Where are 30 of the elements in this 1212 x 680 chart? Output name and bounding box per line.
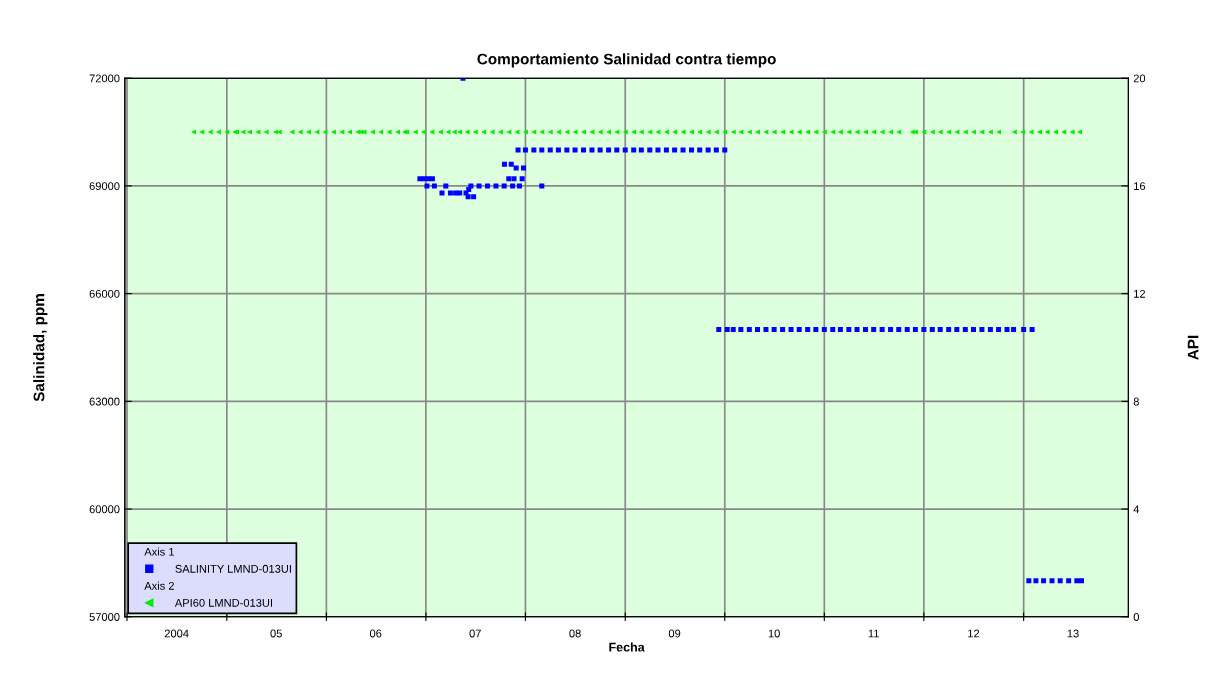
x-tick-label: 07	[469, 629, 481, 638]
y-tick-label: 60000	[89, 505, 120, 514]
y2-tick-label: 0	[1133, 613, 1139, 621]
y2-tick-label: 4	[1133, 505, 1140, 514]
y2-tick-label: 12	[1134, 289, 1146, 298]
x-tick-label: 06	[369, 629, 382, 638]
y2-tick-label: 20	[1133, 74, 1146, 83]
legend-label: SALINITY LMND-013UI	[175, 564, 291, 573]
y-tick-label: 57000	[89, 613, 120, 621]
x-axis-title: Fecha	[609, 642, 645, 652]
y2-axis-title: API	[1187, 335, 1199, 360]
y2-tick-label: 8	[1133, 397, 1139, 406]
x-tick-label: 09	[668, 629, 681, 638]
annotation: Axis 2	[144, 581, 174, 590]
y-tick-label: 66000	[89, 289, 120, 298]
annotation: Axis 1	[144, 547, 174, 556]
y2-tick-label: 16	[1134, 182, 1146, 191]
x-tick-label: 10	[768, 629, 780, 638]
legend-label: API60 LMND-013UI	[174, 598, 272, 607]
x-tick-label: 13	[1067, 629, 1079, 638]
y-axis-title: Salinidad, ppm	[33, 294, 48, 402]
x-tick-label: 05	[270, 629, 282, 638]
x-tick-label: 08	[569, 629, 581, 638]
x-tick-label: 12	[968, 629, 980, 638]
x-tick-label: 2004	[164, 629, 189, 638]
chart-title: Comportamiento Salinidad contra tiempo	[477, 53, 776, 68]
y-tick-label: 63000	[89, 397, 120, 406]
x-tick-label: 11	[868, 629, 879, 638]
y-tick-label: 72000	[89, 74, 120, 83]
y-tick-label: 69000	[89, 182, 120, 191]
